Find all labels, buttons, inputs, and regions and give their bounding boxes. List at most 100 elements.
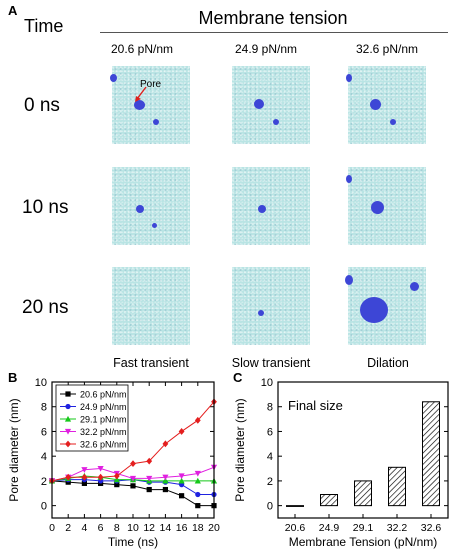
data-point [81, 473, 88, 481]
plot-frame [51, 381, 215, 519]
pore [258, 310, 264, 316]
membrane-tension-header: Membrane tension [198, 8, 348, 28]
y-tick-label: 8 [267, 402, 273, 414]
row-label-0ns: 0 ns [24, 95, 60, 116]
data-point [146, 486, 152, 493]
x-tick-label: 0 [49, 522, 55, 534]
pore [371, 201, 384, 214]
bar [422, 401, 440, 507]
data-point [178, 473, 185, 480]
y-tick-label: 10 [35, 378, 47, 389]
panel-b-letter: B [8, 370, 18, 385]
legend-marker [65, 403, 71, 410]
x-tick-label: 14 [160, 522, 172, 534]
membrane-snapshot-32.6-20ns [345, 267, 426, 345]
bar [320, 494, 338, 507]
pore [152, 223, 157, 228]
data-point [97, 465, 104, 472]
membrane-snapshot-32.6-10ns [346, 167, 426, 245]
panel-a-letter: A [8, 3, 18, 18]
data-point [97, 473, 104, 481]
y-tick-label: 2 [41, 476, 47, 488]
x-tick-label: 24.9 [319, 522, 340, 534]
membrane-snapshot-32.6-0ns [346, 66, 426, 144]
pore [153, 119, 159, 125]
panel-c-letter: C [233, 370, 243, 385]
row-label-20ns: 20 ns [22, 297, 69, 318]
data-point [146, 457, 153, 465]
y-tick-label: 6 [41, 426, 47, 438]
y-axis-label: Pore diameter (nm) [233, 398, 247, 501]
data-point [113, 472, 120, 480]
data-point [179, 493, 185, 499]
x-tick-label: 6 [98, 522, 104, 534]
pore [136, 205, 144, 213]
pore [346, 74, 352, 82]
data-point [195, 491, 201, 498]
tension-label-1: 20.6 pN/nm [110, 42, 174, 56]
data-point [129, 475, 137, 482]
data-point [194, 470, 201, 477]
data-point [146, 475, 153, 482]
pore [370, 99, 381, 110]
time-header: Time [24, 16, 64, 36]
pore [346, 175, 352, 183]
x-tick-label: 29.1 [353, 522, 374, 534]
header-rule [100, 32, 448, 33]
y-tick-label: 6 [267, 426, 273, 438]
pore [134, 100, 145, 110]
data-point [130, 483, 136, 489]
row-label-10ns: 10 ns [22, 197, 69, 218]
pore-arrow-icon [135, 86, 147, 102]
data-point [114, 482, 120, 488]
data-point [194, 477, 201, 484]
membrane-snapshot-20.6-20ns [112, 267, 190, 345]
x-tick-label: 32.2 [387, 522, 408, 534]
membrane-snapshot-24.9-20ns [232, 267, 310, 345]
pore [254, 99, 264, 109]
legend-label: 24.9 pN/nm [80, 402, 127, 412]
y-tick-label: 2 [267, 476, 273, 488]
x-axis-label: Membrane Tension (pN/nm) [289, 535, 438, 549]
y-axis-label: Pore diameter (nm) [7, 398, 21, 501]
data-point [195, 503, 201, 509]
pore [110, 74, 117, 82]
pore [273, 119, 279, 125]
data-point [130, 460, 136, 467]
x-tick-label: 4 [81, 522, 87, 534]
x-tick-label: 18 [192, 522, 204, 534]
pore [345, 275, 353, 285]
pore-label: Pore [140, 79, 162, 90]
data-point [162, 474, 169, 481]
data-point [65, 473, 72, 481]
membrane-snapshot-24.9-10ns [232, 167, 310, 245]
data-point [113, 476, 120, 483]
membrane-snapshot-20.6-0ns [110, 66, 190, 144]
x-tick-label: 10 [127, 522, 139, 534]
membrane-snapshot-24.9-0ns [232, 66, 310, 144]
outcome-fast-transient: Fast transient [113, 356, 189, 370]
data-point [81, 467, 88, 473]
y-tick-label: 0 [267, 501, 273, 513]
bar [388, 466, 406, 507]
chart-annotation: Final size [288, 398, 343, 413]
y-tick-label: 4 [41, 451, 47, 463]
y-tick-label: 4 [267, 451, 273, 463]
data-point [81, 480, 87, 486]
pore [390, 119, 396, 125]
data-point [178, 477, 185, 484]
data-point [162, 486, 168, 493]
outcome-slow-transient: Slow transient [231, 356, 311, 370]
data-point [162, 440, 169, 448]
legend-label: 20.6 pN/nm [80, 390, 127, 400]
x-tick-label: 8 [114, 522, 120, 534]
y-tick-label: 8 [41, 402, 47, 414]
plot-frame [277, 381, 449, 519]
tension-label-2: 24.9 pN/nm [234, 42, 298, 56]
legend-marker [64, 415, 72, 422]
pore [360, 297, 388, 323]
legend-marker [65, 391, 71, 397]
y-tick-label: 10 [261, 378, 273, 389]
legend-label: 29.1 pN/nm [80, 415, 127, 425]
